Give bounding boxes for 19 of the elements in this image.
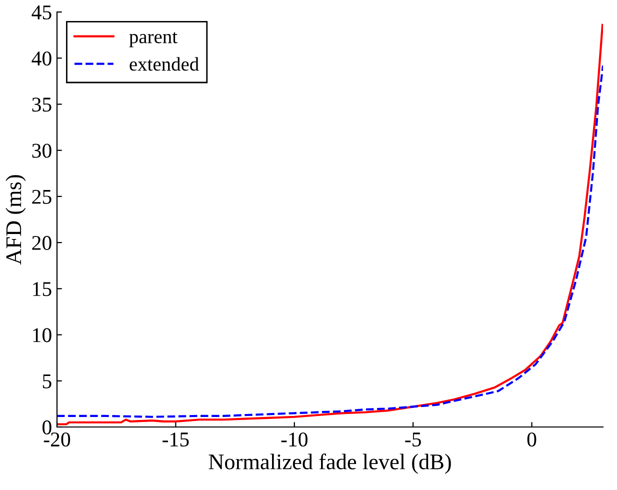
y-tick-label: 25 (32, 190, 52, 204)
y-tick-label: 0 (42, 420, 52, 434)
y-tick-label: 20 (32, 236, 52, 250)
x-tick-label: -15 (162, 432, 189, 447)
x-axis-title: Normalized fade level (dB) (208, 454, 451, 474)
legend-label: parent (129, 32, 178, 48)
y-tick-label: 45 (32, 6, 52, 20)
y-tick-label: 5 (42, 374, 52, 388)
y-tick-label: 30 (32, 144, 52, 158)
x-tick-label: -10 (281, 432, 308, 447)
x-tick-label: -20 (44, 432, 70, 447)
legend-label: extended (130, 57, 199, 71)
y-tick-label: 10 (33, 328, 52, 342)
y-tick-label: 35 (32, 98, 52, 112)
y-tick-label: 15 (33, 282, 52, 296)
x-tick-label: 0 (527, 432, 536, 447)
x-tick-label: -5 (405, 432, 421, 447)
y-tick-label: 40 (32, 51, 52, 66)
y-axis-title: AFD (ms) (6, 175, 26, 265)
